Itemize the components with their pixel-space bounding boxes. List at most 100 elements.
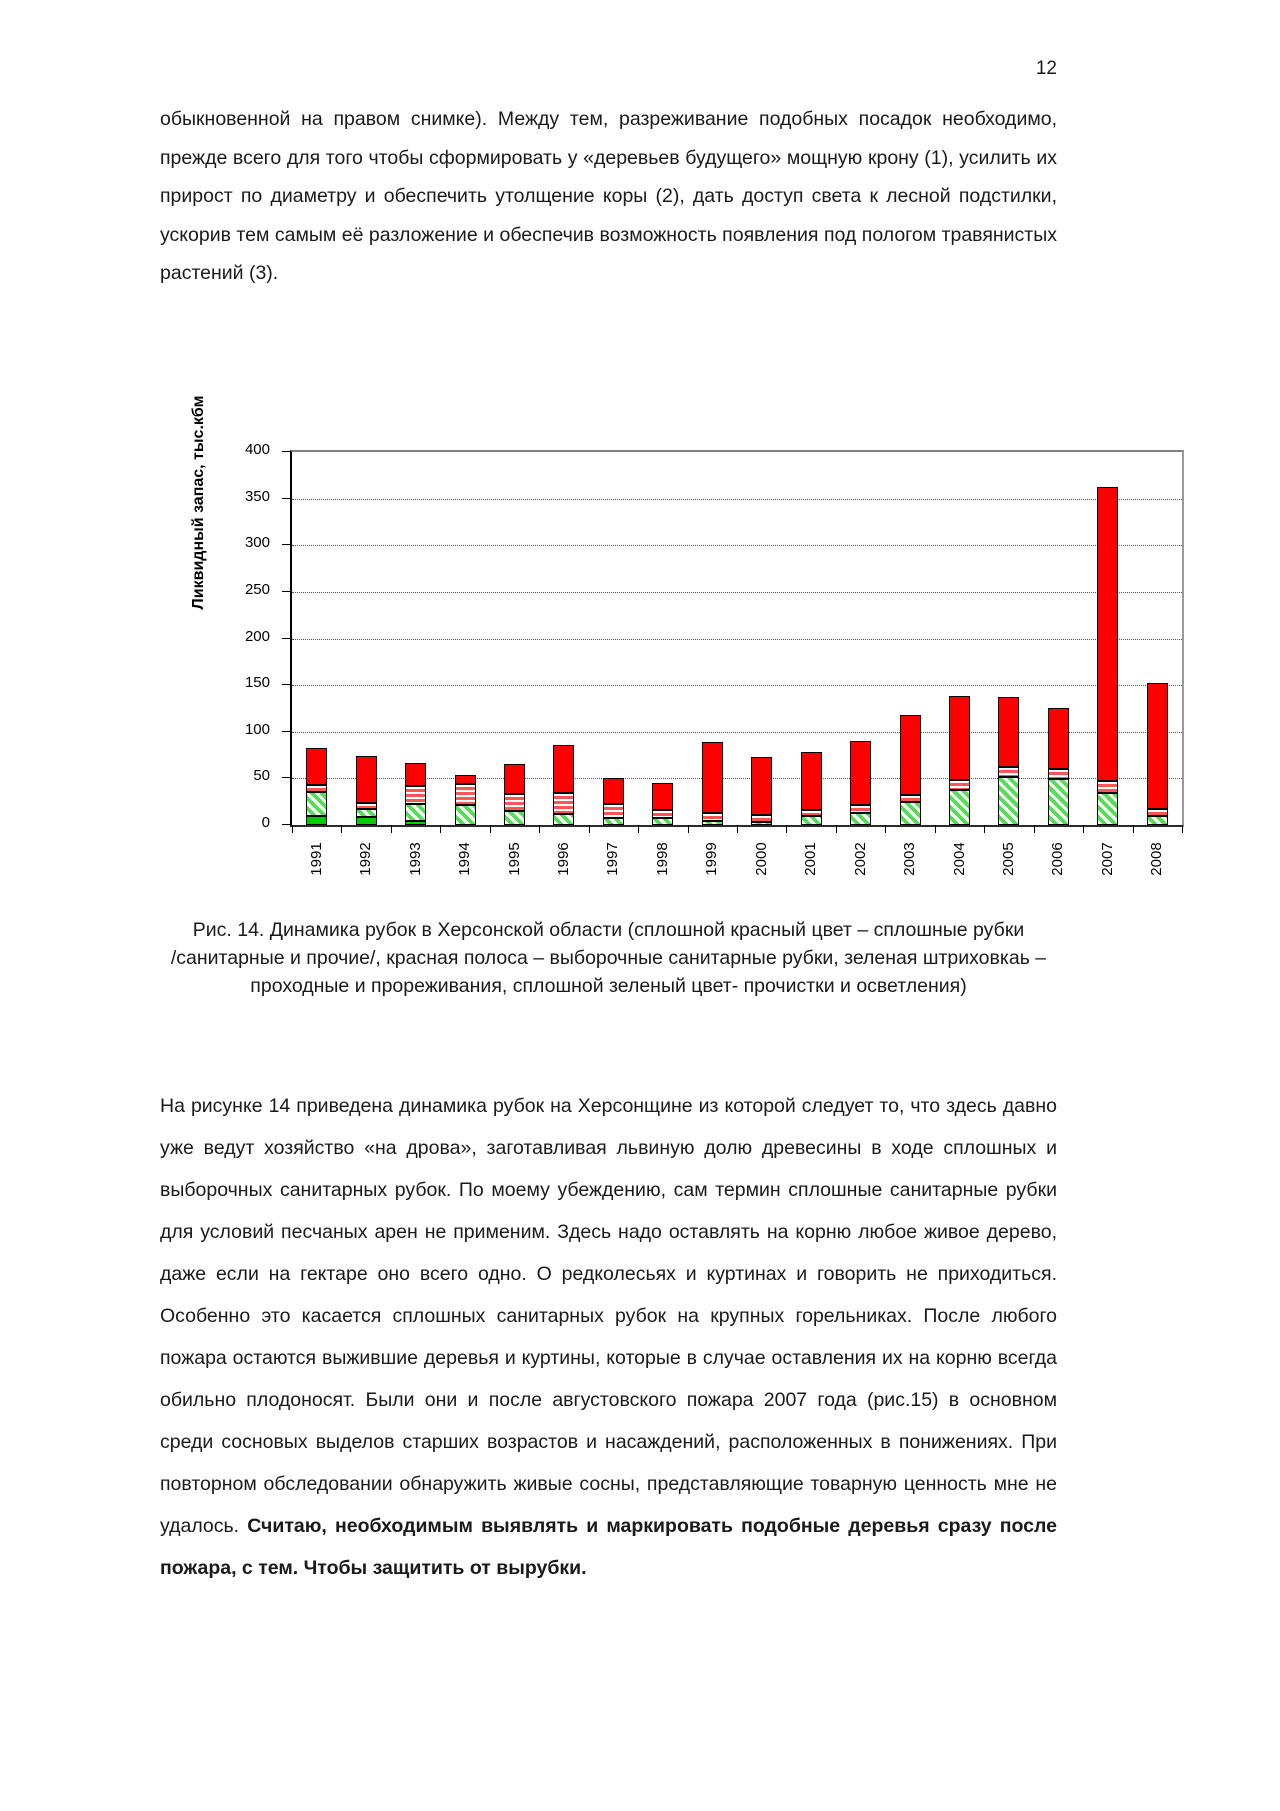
y-tick-label: 100 [244, 720, 270, 738]
bar-segment-red-stripe [405, 785, 427, 804]
x-tick [341, 825, 343, 833]
x-tick [390, 825, 392, 833]
bar-segment-green-hatch [602, 818, 624, 825]
bar-segment-red-stripe [602, 803, 624, 819]
bar-segment-red-solid [800, 752, 822, 811]
y-tick-label: 0 [261, 814, 270, 831]
bar-segment-red-solid [899, 714, 921, 796]
bar-segment-red-stripe [652, 810, 674, 819]
x-tick [934, 825, 936, 833]
bar-segment-green-hatch [899, 801, 921, 825]
y-tick [282, 590, 290, 592]
x-category-label: 1996 [554, 842, 572, 876]
bar-segment-green-hatch [355, 809, 377, 817]
y-tick-label: 250 [244, 580, 270, 598]
bar-segment-green-hatch [850, 812, 872, 825]
bar-segment-red-solid [454, 774, 476, 784]
bar-segment-red-stripe [899, 795, 921, 802]
x-category-label: 2004 [950, 842, 968, 876]
bar-segment-red-stripe [1097, 781, 1119, 794]
bar-segment-red-solid [1097, 486, 1119, 782]
bar-segment-red-stripe [850, 805, 872, 813]
gridline [292, 545, 1182, 547]
x-tick [539, 825, 541, 833]
figure-14-chart: Ликвидный запас, тыс.кбм 0 50 100 150 200 250… [180, 385, 1190, 885]
y-tick [282, 824, 290, 825]
x-category-label: 1993 [406, 842, 424, 876]
bar-segment-green-hatch [405, 803, 427, 822]
bar-segment-green-hatch [751, 822, 773, 825]
bar-segment-green-solid [405, 821, 427, 825]
bar-segment-red-solid [504, 764, 525, 795]
bar-segment-red-stripe [1047, 769, 1069, 780]
bar-segment-green-hatch [998, 776, 1020, 825]
bar-segment-green-solid [306, 815, 328, 825]
x-category-label: 2002 [851, 842, 869, 876]
bar-segment-red-solid [701, 742, 723, 813]
x-tick [638, 825, 640, 833]
gridline [292, 778, 1182, 780]
bar-segment-green-hatch [800, 815, 822, 825]
bar-segment-red-solid [652, 783, 674, 811]
chart-y-axis-labels: 0 50 100 150 200 250 300 350 400 [180, 441, 280, 831]
bar-segment-green-hatch [1097, 793, 1119, 825]
bar-segment-green-hatch [701, 821, 723, 825]
bar-segment-red-solid [850, 741, 872, 806]
bar-segment-red-solid [355, 756, 377, 803]
y-tick [282, 777, 290, 779]
bar-segment-green-hatch [454, 804, 476, 825]
x-tick [786, 825, 788, 833]
x-category-label: 1998 [653, 842, 671, 876]
y-tick [282, 684, 290, 686]
x-tick [588, 825, 590, 833]
figure-caption-line-1: Рис. 14. Динамика рубок в Херсонской обл… [192, 919, 1025, 941]
page-number: 12 [1035, 58, 1057, 79]
bar-segment-green-hatch [553, 813, 575, 825]
bar-segment-red-stripe [504, 794, 525, 812]
bar-segment-green-hatch [504, 811, 525, 825]
y-tick [282, 637, 290, 639]
paragraph-2-bold-text: Считаю, необходимым выявлять и маркирова… [160, 1515, 1057, 1579]
x-category-label: 2006 [1049, 842, 1067, 876]
bar-segment-red-solid [405, 762, 427, 786]
y-tick-label: 50 [253, 767, 270, 785]
figure-caption-line-3: проходные и прореживания, сплошной зелен… [250, 975, 967, 997]
bar-segment-red-stripe [306, 784, 328, 793]
bar-segment-red-stripe [800, 810, 822, 816]
bar-segment-red-solid [1146, 683, 1168, 810]
x-tick [835, 825, 837, 833]
x-tick [440, 825, 442, 833]
x-category-label: 1997 [604, 842, 622, 876]
y-tick-label: 300 [244, 534, 270, 552]
y-tick-label: 150 [244, 674, 270, 692]
gridline [292, 685, 1182, 687]
y-tick [282, 730, 290, 732]
x-category-label: 1992 [357, 842, 375, 876]
bar-segment-red-solid [751, 756, 773, 815]
bar-segment-red-solid [998, 697, 1020, 768]
bar-segment-red-stripe [998, 767, 1020, 777]
x-tick [687, 825, 689, 833]
bar-segment-green-hatch [652, 818, 674, 825]
bar-segment-red-stripe [1146, 809, 1168, 816]
x-category-label: 2003 [901, 842, 919, 876]
chart-plot-area: 1991 1992 1993 1994 1995 1996 1997 1998 1999 2000… [282, 450, 1184, 876]
x-tick [1083, 825, 1085, 833]
y-tick-label: 350 [244, 487, 270, 505]
y-tick-label: 400 [244, 441, 270, 458]
bar-segment-red-stripe [949, 780, 970, 790]
y-tick [282, 544, 290, 546]
y-tick [282, 497, 290, 499]
y-tick-label: 200 [244, 627, 270, 645]
paragraph-2-normal-text: На рисунке 14 приведена динамика рубок н… [160, 1095, 1057, 1537]
bar-segment-red-solid [1047, 708, 1069, 770]
bar-segment-red-stripe [553, 793, 575, 814]
figure-caption-line-2: /санитарные и прочие/, красная полоса – … [170, 947, 1047, 969]
bar-segment-green-hatch [949, 789, 970, 825]
bar-segment-red-stripe [751, 814, 773, 823]
x-category-label: 1995 [505, 842, 523, 876]
x-tick [1132, 825, 1134, 833]
bar-segment-red-stripe [454, 784, 476, 805]
bar-segment-red-solid [602, 778, 624, 804]
gridline [292, 591, 1182, 593]
